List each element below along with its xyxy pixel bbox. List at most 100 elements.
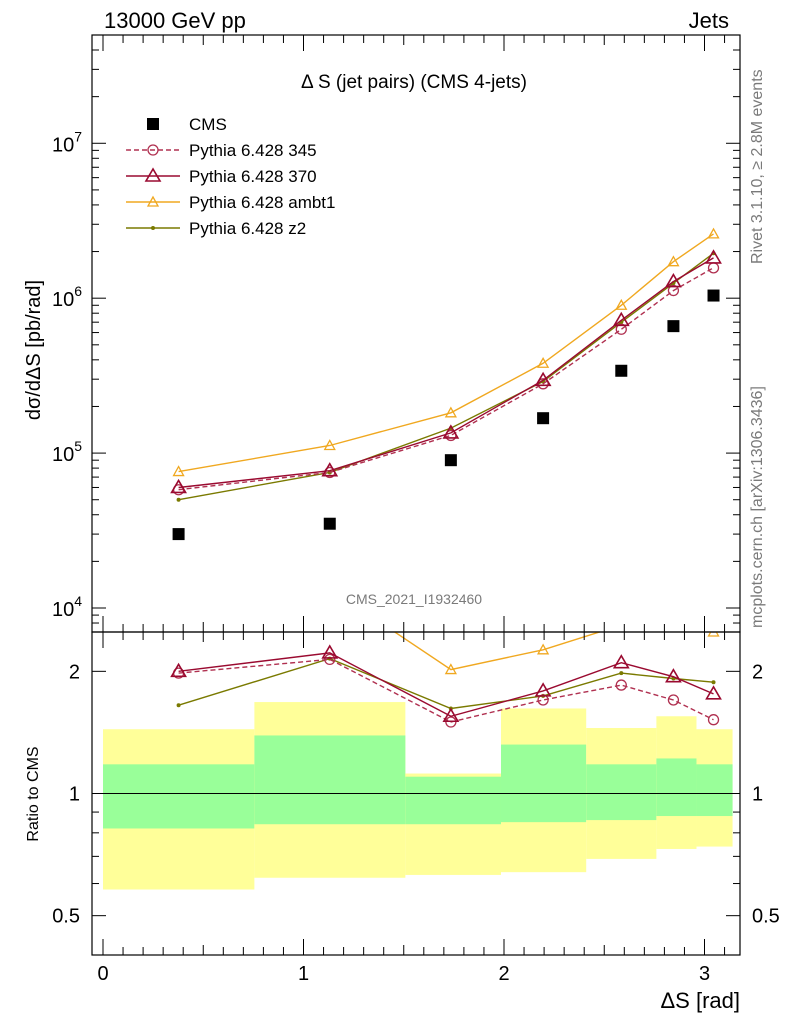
header-left: 13000 GeV pp xyxy=(104,8,246,33)
ratio-point-pythia-6-428-ambt1 xyxy=(174,613,184,622)
data-point-cms xyxy=(667,320,680,333)
data-point-cms xyxy=(537,412,550,425)
ratio-point-pythia-6-428-370 xyxy=(705,685,722,700)
ratio-point-pythia-6-428-ambt1 xyxy=(536,643,550,655)
data-point-pythia-6-428-370 xyxy=(705,249,722,264)
data-point-pythia-6-428-370 xyxy=(665,272,682,288)
ratio-point-pythia-6-428-ambt1 xyxy=(444,663,457,675)
legend-entry-pythia-6-428-ambt1: Pythia 6.428 ambt1 xyxy=(126,193,335,212)
data-point-pythia-6-428-ambt1 xyxy=(323,439,336,451)
data-point-cms xyxy=(707,289,720,302)
ratio-point-pythia-6-428-370 xyxy=(534,682,552,697)
main-y-tick-label: 104 xyxy=(52,593,82,621)
x-tick-label: 2 xyxy=(498,963,509,985)
uncertainty-band-inner xyxy=(656,758,697,817)
ratio-point-pythia-6-428-370 xyxy=(665,668,682,683)
uncertainty-bands xyxy=(92,702,740,890)
legend-marker xyxy=(147,144,159,156)
ratio-point-pythia-6-428-345 xyxy=(537,694,549,706)
ratio-series-group xyxy=(170,583,722,728)
series-line-pythia-6-428-345 xyxy=(178,267,714,491)
main-y-axis-label: dσ/dΔS [pb/rad] xyxy=(23,280,45,420)
watermark: CMS_2021_I1932460 xyxy=(346,591,482,607)
ratio-point-pythia-6-428-345 xyxy=(667,694,680,706)
legend-label: Pythia 6.428 z2 xyxy=(189,219,306,238)
ratio-line-pythia-6-428-345 xyxy=(178,658,714,723)
legend-label: Pythia 6.428 345 xyxy=(189,141,317,160)
ratio-y-tick-label: 1 xyxy=(69,784,80,806)
ratio-point-pythia-6-428-z2 xyxy=(711,680,716,685)
data-point-cms xyxy=(615,364,628,377)
series-line-pythia-6-428-370 xyxy=(178,257,714,489)
ratio-point-pythia-6-428-370 xyxy=(321,644,339,659)
legend-entry-cms: CMS xyxy=(147,115,227,134)
data-point-cms xyxy=(323,517,336,530)
ratio-point-pythia-6-428-345 xyxy=(707,714,720,726)
series-pythia-6-428-ambt1 xyxy=(172,227,720,477)
series-pythia-6-428-370 xyxy=(170,249,722,494)
data-point-cms xyxy=(172,528,185,541)
data-point-pythia-6-428-ambt1 xyxy=(667,255,680,267)
ratio-y-tick-label: 0.5 xyxy=(52,906,80,928)
data-point-pythia-6-428-370 xyxy=(612,311,630,327)
series-line-pythia-6-428-ambt1 xyxy=(178,233,714,473)
legend: CMS Pythia 6.428 345 Pythia 6.428 370 Pythi… xyxy=(126,115,335,238)
ratio-y-tick-label-right: 0.5 xyxy=(752,906,780,928)
uncertainty-band-inner xyxy=(696,764,733,817)
uncertainty-band-inner xyxy=(500,744,587,823)
uncertainty-band-inner xyxy=(586,764,657,821)
uncertainty-band-inner xyxy=(103,764,255,829)
series-cms xyxy=(172,289,720,541)
ratio-y-tick-label: 2 xyxy=(69,661,80,683)
x-tick-label: 1 xyxy=(298,963,309,985)
legend-label: Pythia 6.428 370 xyxy=(189,167,317,186)
data-point-pythia-6-428-ambt1 xyxy=(615,298,628,310)
ratio-series-pythia-6-428-370 xyxy=(170,644,722,723)
side-label-top: Rivet 3.1.10, ≥ 2.8M events xyxy=(749,69,766,264)
ratio-axes: 0.5 0.5 1 1 2 2 0 1 2 3 xyxy=(52,631,780,985)
legend-label: CMS xyxy=(189,115,227,134)
chart-title: Δ S (jet pairs) (CMS 4-jets) xyxy=(301,72,527,93)
ratio-point-pythia-6-428-370 xyxy=(442,707,460,723)
data-point-pythia-6-428-ambt1 xyxy=(172,465,185,477)
ratio-y-tick-label-right: 2 xyxy=(752,661,763,683)
ratio-point-pythia-6-428-ambt1 xyxy=(668,620,678,629)
x-axis-label: ΔS [rad] xyxy=(660,988,740,1013)
legend-label: Pythia 6.428 ambt1 xyxy=(189,193,335,212)
data-point-pythia-6-428-370 xyxy=(534,371,552,387)
ratio-point-pythia-6-428-345 xyxy=(324,653,336,666)
data-point-pythia-6-428-345 xyxy=(615,323,627,335)
x-tick-label: 0 xyxy=(97,963,108,985)
data-point-pythia-6-428-370 xyxy=(170,478,187,494)
data-point-pythia-6-428-370 xyxy=(442,424,460,439)
data-point-cms xyxy=(444,454,457,467)
uncertainty-band-inner xyxy=(254,735,406,825)
legend-entry-pythia-6-428-345: Pythia 6.428 345 xyxy=(126,141,317,160)
ratio-point-pythia-6-428-370 xyxy=(612,654,630,669)
ratio-y-tick-label-right: 1 xyxy=(752,784,763,806)
ratio-point-pythia-6-428-345 xyxy=(615,679,627,691)
ratio-line-pythia-6-428-ambt1 xyxy=(393,632,714,671)
legend-marker xyxy=(144,167,162,182)
ratio-point-pythia-6-428-370 xyxy=(170,662,187,678)
ratio-line-pythia-6-428-370 xyxy=(178,652,714,718)
ratio-point-pythia-6-428-ambt1 xyxy=(707,632,720,637)
header-right: Jets xyxy=(689,8,729,33)
ratio-series-pythia-6-428-ambt1 xyxy=(174,583,720,675)
data-point-pythia-6-428-ambt1 xyxy=(444,406,457,418)
legend-marker xyxy=(151,226,155,230)
ratio-point-pythia-6-428-ambt1 xyxy=(325,583,335,592)
data-point-pythia-6-428-345 xyxy=(667,284,680,297)
data-point-pythia-6-428-z2 xyxy=(176,497,181,502)
main-y-tick-label: 106 xyxy=(52,283,82,311)
ratio-y-axis-label: Ratio to CMS xyxy=(25,746,42,841)
legend-marker xyxy=(146,195,160,207)
side-label-bottom: mcplots.cern.ch [arXiv:1306.3436] xyxy=(749,386,766,628)
legend-entry-pythia-6-428-z2: Pythia 6.428 z2 xyxy=(126,219,306,238)
uncertainty-band-inner xyxy=(405,776,501,825)
main-series-group xyxy=(170,227,722,541)
ratio-point-pythia-6-428-z2 xyxy=(619,671,624,676)
data-point-pythia-6-428-ambt1 xyxy=(536,356,550,368)
legend-marker xyxy=(147,118,159,130)
